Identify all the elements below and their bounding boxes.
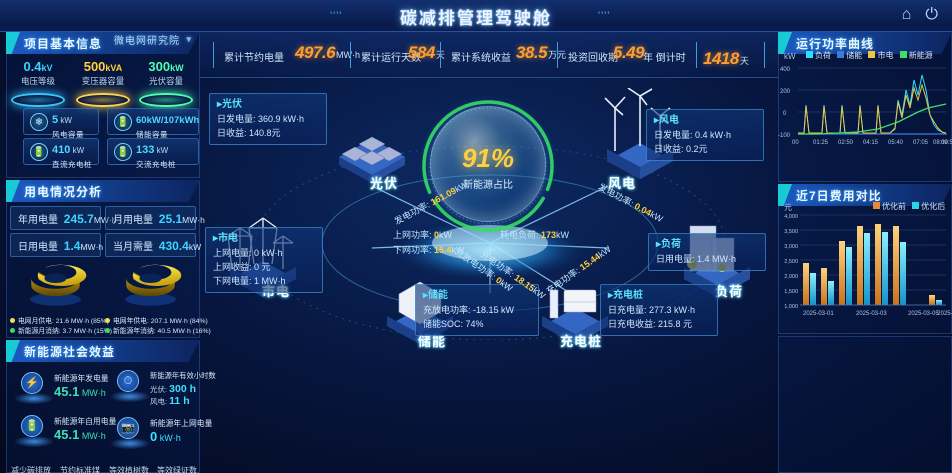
svg-text:1,000: 1,000 — [784, 304, 798, 310]
svg-text:3,500: 3,500 — [784, 229, 798, 235]
svg-text:2,500: 2,500 — [784, 259, 798, 265]
svg-text:-100: -100 — [778, 133, 791, 139]
svg-text:00: 00 — [792, 140, 799, 146]
svg-text:2,000: 2,000 — [784, 274, 798, 280]
svg-text:2025-03-03: 2025-03-03 — [856, 311, 887, 317]
svg-text:2025-03-05: 2025-03-05 — [908, 311, 939, 317]
svg-text:3,000: 3,000 — [784, 244, 798, 250]
svg-text:02:50: 02:50 — [838, 140, 854, 146]
svg-text:01:25: 01:25 — [813, 140, 829, 146]
svg-text:2025-03-01: 2025-03-01 — [803, 311, 834, 317]
svg-text:04:15: 04:15 — [863, 140, 879, 146]
svg-text:400: 400 — [780, 67, 791, 73]
svg-text:1,500: 1,500 — [784, 289, 798, 295]
svg-text:07:05: 07:05 — [913, 140, 929, 146]
svg-text:09:55: 09:55 — [941, 140, 952, 146]
svg-text:05:40: 05:40 — [888, 140, 904, 146]
svg-text:0: 0 — [783, 111, 787, 117]
svg-text:2025-03-07: 2025-03-07 — [937, 311, 952, 317]
svg-text:200: 200 — [780, 89, 791, 95]
svg-text:4,000: 4,000 — [784, 214, 798, 220]
